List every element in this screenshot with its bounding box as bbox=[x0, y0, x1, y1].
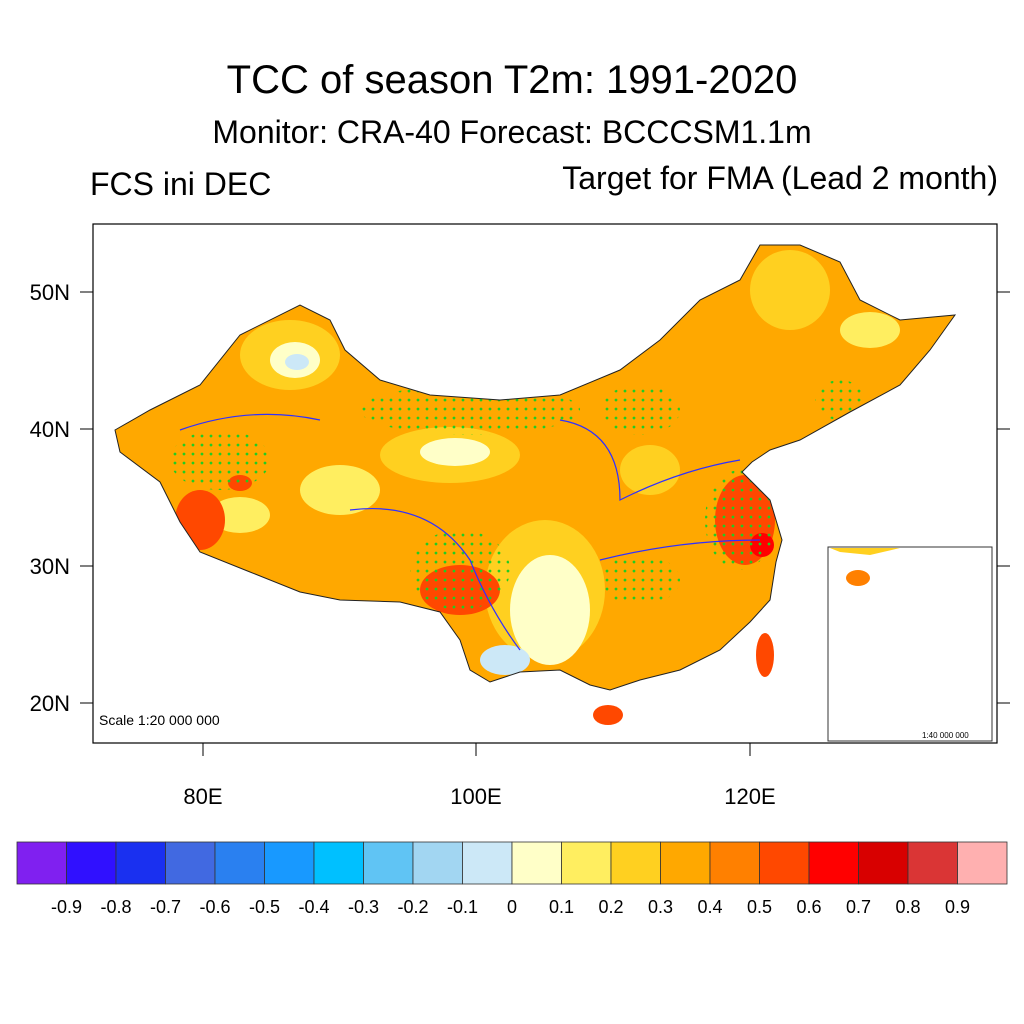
colorbar-box bbox=[808, 841, 859, 885]
colorbar-box bbox=[610, 841, 661, 885]
lat-label-20n: 20N bbox=[29, 691, 70, 716]
colorbar-label: -0.7 bbox=[149, 897, 182, 917]
lat-label-40n: 40N bbox=[29, 417, 70, 442]
colorbar-label: 0 bbox=[506, 897, 517, 917]
colorbar-box bbox=[511, 841, 562, 885]
colorbar-box bbox=[66, 841, 117, 885]
chart-title: TCC of season T2m: 1991-2020 bbox=[226, 58, 798, 102]
inset-map bbox=[827, 546, 993, 742]
colorbar-box bbox=[561, 841, 612, 885]
colorbar-label: -0.8 bbox=[100, 897, 132, 917]
hainan bbox=[593, 705, 623, 725]
colorbar-box bbox=[957, 841, 1008, 885]
colorbar-label: 0.8 bbox=[895, 897, 921, 917]
colorbar-label: 0.6 bbox=[796, 897, 822, 917]
colorbar-label: -0.4 bbox=[298, 897, 330, 917]
rivers bbox=[179, 413, 761, 651]
colorbar-box bbox=[214, 841, 265, 885]
colorbar-label: 0.3 bbox=[647, 897, 674, 917]
colorbar-box bbox=[907, 841, 958, 885]
colorbar-label: -0.5 bbox=[248, 897, 281, 917]
lat-label-50n: 50N bbox=[29, 280, 70, 305]
colorbar-box bbox=[412, 841, 463, 885]
chart-subtitle: Monitor: CRA-40 Forecast: BCCCSM1.1m bbox=[212, 114, 812, 150]
colorbar-box bbox=[709, 841, 760, 885]
colorbar-label: 0.9 bbox=[944, 897, 971, 917]
colorbar-label: -0.2 bbox=[397, 897, 429, 917]
taiwan bbox=[756, 633, 774, 677]
lat-label-30n: 30N bbox=[29, 554, 70, 579]
colorbar bbox=[16, 841, 1008, 885]
forecast-init-label: FCS ini DEC bbox=[90, 166, 272, 202]
inset-scale-label: 1:40 000 000 bbox=[922, 731, 969, 740]
colorbar-box bbox=[264, 841, 315, 885]
colorbar-label: 0.7 bbox=[845, 897, 872, 917]
lat-ticks bbox=[80, 291, 1010, 756]
colorbar-label: -0.9 bbox=[50, 897, 83, 917]
colorbar-label: -0.1 bbox=[446, 897, 479, 917]
map-scale-label: Scale 1:20 000 000 bbox=[99, 712, 220, 728]
colorbar-label: 0.5 bbox=[746, 897, 773, 917]
colorbar-label: 0.4 bbox=[697, 897, 723, 917]
lon-label-120e: 120E bbox=[724, 784, 776, 809]
colorbar-box bbox=[858, 841, 909, 885]
colorbar-box bbox=[313, 841, 364, 885]
colorbar-label: -0.3 bbox=[347, 897, 380, 917]
colorbar-box bbox=[759, 841, 810, 885]
colorbar-box bbox=[462, 841, 513, 885]
lon-label-80e: 80E bbox=[183, 784, 223, 809]
target-label: Target for FMA (Lead 2 month) bbox=[562, 160, 998, 196]
colorbar-label: 0.2 bbox=[598, 897, 624, 917]
colorbar-box bbox=[363, 841, 414, 885]
colorbar-box bbox=[16, 841, 67, 885]
colorbar-box bbox=[660, 841, 711, 885]
lon-label-100e: 100E bbox=[450, 784, 502, 809]
colorbar-label: 0.1 bbox=[548, 897, 575, 917]
colorbar-label: -0.6 bbox=[199, 897, 231, 917]
colorbar-box bbox=[115, 841, 166, 885]
colorbar-box bbox=[165, 841, 216, 885]
